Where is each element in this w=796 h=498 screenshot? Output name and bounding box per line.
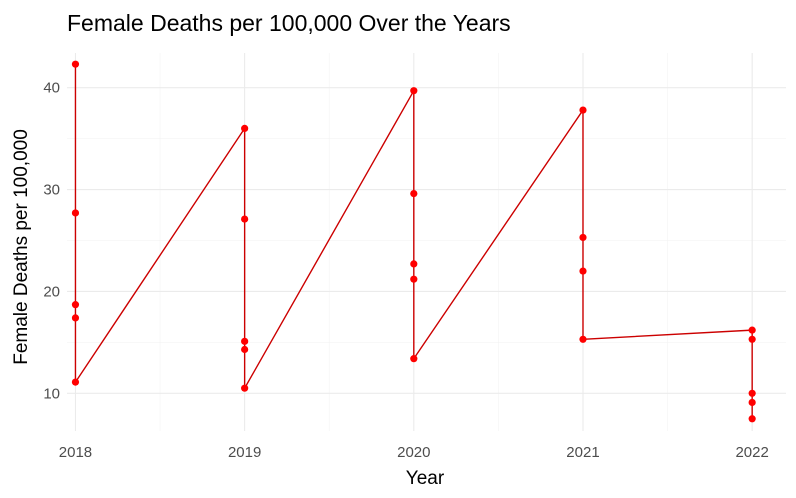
data-point bbox=[71, 301, 80, 309]
tick-labels: 2018 2019 2020 2021 2022 10 20 30 40 bbox=[43, 80, 769, 461]
data-point bbox=[579, 267, 587, 275]
data-point bbox=[241, 215, 249, 223]
y-tick-label: 40 bbox=[43, 80, 60, 97]
data-point bbox=[71, 60, 80, 68]
data-point bbox=[410, 190, 418, 198]
data-point bbox=[71, 378, 80, 386]
y-tick-label: 20 bbox=[43, 283, 60, 300]
data-point bbox=[410, 355, 418, 363]
data-point bbox=[241, 384, 249, 392]
data-point bbox=[410, 260, 418, 268]
grid bbox=[67, 53, 786, 431]
data-point bbox=[241, 337, 249, 345]
data-point bbox=[241, 124, 249, 132]
x-tick-label: 2019 bbox=[228, 444, 261, 461]
y-tick-label: 30 bbox=[43, 182, 60, 199]
x-tick-label: 2022 bbox=[735, 444, 768, 461]
data-point bbox=[241, 345, 249, 354]
x-tick-label: 2020 bbox=[397, 444, 430, 461]
data-point bbox=[748, 335, 756, 343]
y-tick-label: 10 bbox=[43, 385, 60, 402]
data-point bbox=[748, 398, 756, 407]
x-tick-label: 2021 bbox=[566, 444, 599, 461]
x-axis-title: Year bbox=[406, 468, 445, 489]
y-axis-title: Female Deaths per 100,000 bbox=[11, 129, 32, 365]
data-point bbox=[579, 106, 587, 114]
data-point bbox=[410, 87, 418, 95]
data-point bbox=[410, 275, 418, 283]
data-point bbox=[71, 209, 80, 217]
data-point bbox=[748, 415, 756, 423]
data-point bbox=[748, 389, 756, 397]
data-point bbox=[71, 314, 80, 322]
chart-title: Female Deaths per 100,000 Over the Years bbox=[67, 10, 511, 36]
series-group bbox=[71, 60, 756, 423]
data-point bbox=[748, 326, 756, 334]
x-tick-label: 2018 bbox=[59, 444, 92, 461]
data-point bbox=[579, 233, 587, 242]
data-point bbox=[579, 335, 587, 343]
